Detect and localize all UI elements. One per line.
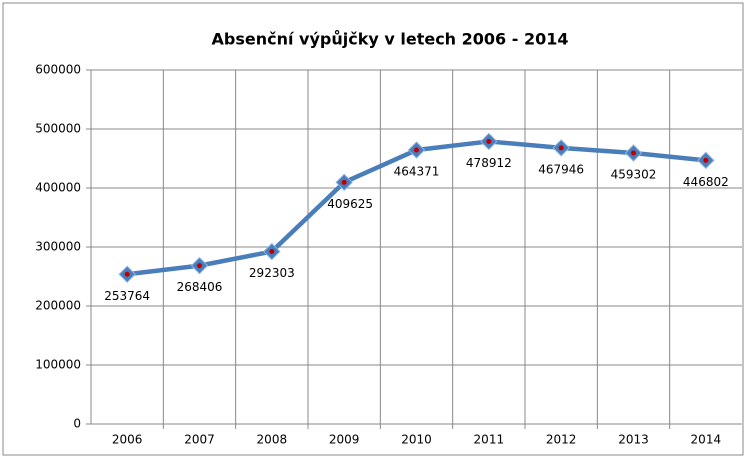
x-tick-label: 2011 (474, 433, 505, 447)
marker-center (341, 179, 347, 185)
marker-center (486, 138, 492, 144)
marker-center (703, 157, 709, 163)
y-tick-label: 200000 (35, 299, 81, 313)
data-label: 292303 (249, 266, 295, 280)
x-tick-label: 2014 (691, 433, 722, 447)
y-tick-label: 300000 (35, 240, 81, 254)
data-label: 459302 (611, 168, 657, 182)
y-tick-label: 500000 (35, 122, 81, 136)
y-tick-label: 100000 (35, 358, 81, 372)
data-label: 478912 (466, 156, 512, 170)
data-label: 253764 (104, 289, 150, 303)
data-label: 467946 (538, 162, 584, 176)
y-tick-label: 600000 (35, 63, 81, 77)
x-tick-label: 2009 (329, 433, 360, 447)
data-label: 268406 (177, 280, 223, 294)
data-label: 464371 (394, 165, 440, 179)
chart-title: Absenční výpůjčky v letech 2006 - 2014 (212, 30, 569, 49)
x-tick-label: 2008 (257, 433, 288, 447)
marker-center (631, 150, 636, 156)
y-tick-label: 400000 (35, 181, 81, 195)
data-label: 409625 (327, 197, 373, 211)
y-tick-label: 0 (73, 417, 81, 431)
marker-center (124, 271, 130, 277)
data-label: 446802 (683, 175, 729, 189)
marker-center (558, 145, 564, 151)
x-tick-label: 2006 (112, 433, 143, 447)
x-tick-label: 2012 (546, 433, 577, 447)
marker-center (414, 147, 419, 153)
x-tick-label: 2013 (618, 433, 649, 447)
x-tick-label: 2010 (401, 433, 432, 447)
x-tick-label: 2007 (184, 433, 215, 447)
marker-center (269, 249, 275, 255)
marker-center (197, 263, 202, 269)
